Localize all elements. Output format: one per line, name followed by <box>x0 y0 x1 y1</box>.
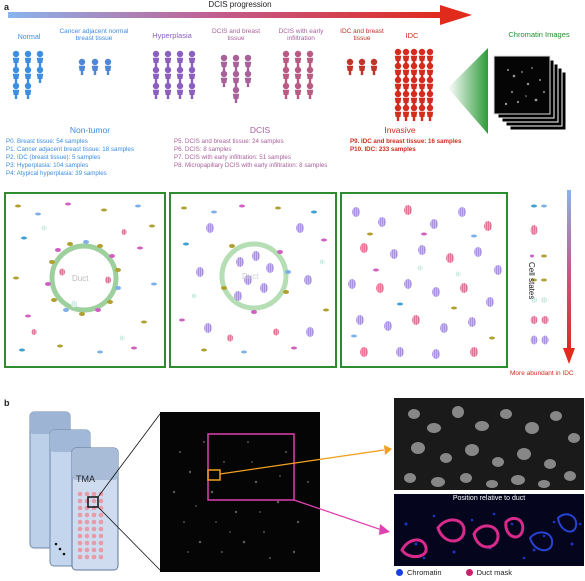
sample-line: P10. IDC: 233 samples <box>350 146 416 153</box>
group-title-invasive: Invasive <box>384 125 416 135</box>
sample-line: P6. DCIS: 8 samples <box>174 146 232 153</box>
nontumor-sample-list: P0. Breast tissue: 54 samples P1. Cancer… <box>6 138 134 178</box>
tissue-panel-dcis <box>169 192 337 368</box>
sample-line: P3: Hyperplasia: 104 samples <box>6 162 89 169</box>
zoom-region-magenta <box>207 433 295 501</box>
tma-core-image <box>160 412 392 572</box>
duct-mask-shape-2 <box>436 518 466 543</box>
tissue-panel-invasive <box>340 192 508 368</box>
sample-line: P8. Micropapillary DCIS with early infil… <box>174 162 328 169</box>
dcis-sample-list: P5. DCIS and breast tissue: 24 samples P… <box>174 138 327 170</box>
sample-line: P2. IDC (breast tissue): 5 samples <box>6 154 101 161</box>
position-label: Position relative to duct <box>452 495 526 502</box>
cell-states-column <box>530 190 575 364</box>
legend-chromatin-label: Chromatin <box>407 568 442 577</box>
dcis-early-cells-icon <box>282 50 314 99</box>
idc-cells-icon <box>394 48 434 121</box>
tma-slides <box>29 411 161 571</box>
sample-line: P5. DCIS and breast tissue: 24 samples <box>174 138 284 145</box>
panel-b-letter: b <box>4 398 10 408</box>
hyperplasia-cells-icon <box>152 50 196 99</box>
group-title-dcis: DCIS <box>249 125 271 135</box>
progression-label: DCIS progression <box>208 0 272 9</box>
zoomed-chromatin-image <box>394 398 584 490</box>
stage-label-hyperplasia: Hyperplasia <box>152 31 192 40</box>
cell-population-icons <box>12 48 434 121</box>
idc-breast-cells-icon <box>346 58 378 75</box>
panel-a-letter: a <box>4 2 10 12</box>
sample-line: P0. Breast tissue: 54 samples <box>6 138 88 145</box>
chromatin-images-label: Chromatin Images <box>508 30 570 39</box>
selected-core-marker <box>87 496 99 508</box>
sample-line: P1. Cancer adjacent breast tissue: 18 sa… <box>6 146 134 153</box>
legend-duct-mask-swatch <box>465 569 473 576</box>
funnel-shape <box>448 48 488 134</box>
more-slides-ellipsis <box>54 542 66 556</box>
sample-line: P7. DCIS with early infiltration: 51 sam… <box>174 154 291 161</box>
tissue-panels <box>4 192 508 368</box>
progression-arrow <box>8 5 472 25</box>
stage-label-normal: Normal <box>17 34 41 41</box>
zoom-region-orange <box>207 469 221 481</box>
tissue-panel-nontumor <box>4 192 166 368</box>
more-abundant-label: More abundant in IDC <box>510 370 574 377</box>
legend: Chromatin Duct mask <box>396 568 512 577</box>
tma-slide-front <box>71 447 119 571</box>
legend-duct-mask-label: Duct mask <box>476 568 513 577</box>
duct-mask-shape-3 <box>472 524 500 549</box>
group-title-nontumor: Non-tumor <box>69 125 111 135</box>
normal-cells-icon <box>12 50 44 99</box>
legend-chromatin-swatch <box>396 569 403 576</box>
stage-label-dcis-early: DCIS with early infiltration <box>278 28 324 42</box>
tma-label: TMA <box>76 474 95 484</box>
adjacent-cells-icon <box>78 58 112 75</box>
cell-states-label: Cell states <box>527 262 536 300</box>
duct-label-2: Duct <box>242 272 259 281</box>
stage-label-dcis-breast: DCIS and breast tissue <box>211 28 261 42</box>
dcis-breast-cells-icon <box>220 54 252 103</box>
sample-line: P4: Atypical hyperplasia: 39 samples <box>6 170 107 177</box>
stage-label-cancer-adjacent: Cancer adjacent normal breast tissue <box>59 28 129 42</box>
stage-label-idc-breast: IDC and breast tissue <box>340 28 384 42</box>
duct-label-1: Duct <box>72 274 89 283</box>
chromatin-stack <box>448 48 567 134</box>
duct-mask-shape-1 <box>400 538 428 558</box>
stage-label-idc: IDC <box>405 31 419 40</box>
sample-line: P9. IDC and breast tissue: 16 samples <box>350 138 462 145</box>
duct-mask-image <box>394 494 584 566</box>
duct-mask-shape-4 <box>504 516 525 539</box>
invasive-sample-list: P9. IDC and breast tissue: 16 samples P1… <box>350 138 461 154</box>
